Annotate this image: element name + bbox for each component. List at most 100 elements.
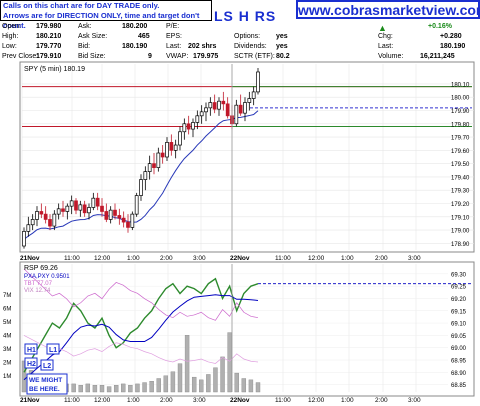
volume-bar-19 <box>156 378 161 393</box>
candle-body-9 <box>61 208 65 212</box>
l1-box <box>46 343 60 355</box>
main-xtick-5: 3:00 <box>193 255 206 262</box>
volume-bar-32 <box>248 379 254 393</box>
ask-value: 180.200 <box>122 23 148 30</box>
low-value: 179.770 <box>36 43 62 50</box>
high-value: 180.210 <box>36 33 62 40</box>
candle-body-52 <box>247 98 252 103</box>
volume-bar-0 <box>21 360 27 393</box>
candle-body-31 <box>156 152 161 168</box>
candle-body-21 <box>113 209 117 216</box>
quote-panel: Open: 179.980 High: 180.210 Low: 179.770… <box>0 22 480 62</box>
main-ytick-3: 179.80 <box>451 122 470 128</box>
we-might-label: WE MIGHT <box>29 377 62 384</box>
low-xtick-0: 21Nov <box>20 397 40 404</box>
volume-bar-31 <box>241 378 247 393</box>
low-ytick-8: 68.90 <box>451 371 467 377</box>
candle-body-44 <box>212 102 217 110</box>
volume-tick-5: 2M <box>3 361 11 367</box>
main-xtick-3: 1:00 <box>127 255 140 262</box>
volume-bar-21 <box>170 371 176 393</box>
bid-label: Bid: <box>78 43 91 50</box>
volume-bar-10 <box>92 385 98 393</box>
signals-label: LS H RS <box>214 8 277 24</box>
volume-bar-25 <box>199 379 204 393</box>
volume-bar-11 <box>99 385 105 393</box>
be-here-label: BE HERE. <box>29 386 60 393</box>
legend-vix: VIX 12.74 <box>24 288 51 294</box>
bid-size-label: Bid Size: <box>78 53 106 60</box>
main-xtick-11: 3:00 <box>408 255 421 262</box>
volume-tick-0: 7M <box>3 293 11 299</box>
main-chart-candles <box>22 67 260 249</box>
candle-body-10 <box>65 205 70 212</box>
main-ytick-10: 179.10 <box>451 215 470 221</box>
lower-chart-volume <box>21 332 261 393</box>
low-ytick-1: 69.25 <box>451 285 467 291</box>
volume-bar-27 <box>213 367 218 393</box>
volume-bar-29 <box>227 332 232 393</box>
candle-body-7 <box>52 213 57 227</box>
low-xtick-7: 11:00 <box>275 397 291 404</box>
candle-body-33 <box>165 142 169 158</box>
dividends-label: Dividends: <box>234 43 267 50</box>
volume-bar-33 <box>255 382 261 393</box>
last-value: 180.190 <box>440 43 466 50</box>
candle-body-4 <box>39 211 44 215</box>
l1-label: L1 <box>49 347 57 354</box>
rsp-line <box>23 277 259 373</box>
main-xtick-8: 12:00 <box>308 255 325 262</box>
h2-box <box>24 357 38 369</box>
candle-body-36 <box>178 131 182 146</box>
candle-body-8 <box>56 208 61 215</box>
main-chart-x-ticks: 21Nov 11:00 12:00 1:00 2:00 3:00 22Nov 11:00 12:… <box>20 64 421 262</box>
note-line-2: Arrows are for DIRECTION ONLY, time and … <box>3 11 200 30</box>
main-ytick-4: 179.70 <box>451 136 470 142</box>
lower-chart-grid <box>21 264 448 392</box>
candle-body-23 <box>121 217 126 223</box>
high-label: High: <box>2 33 19 40</box>
candle-body-13 <box>78 204 83 211</box>
volume-bar-12 <box>106 386 112 393</box>
main-xtick-10: 2:00 <box>375 255 388 262</box>
lower-chart-lines <box>23 268 472 381</box>
candle-body-53 <box>251 91 256 99</box>
main-xtick-1: 11:00 <box>64 255 80 262</box>
volume-bar-23 <box>184 335 190 393</box>
low-xtick-5: 3:00 <box>193 397 206 404</box>
low-xtick-3: 1:00 <box>127 397 140 404</box>
candle-body-50 <box>238 104 243 114</box>
candle-body-51 <box>243 102 247 114</box>
main-ytick-2: 179.90 <box>451 109 470 115</box>
candle-body-42 <box>204 107 208 113</box>
main-xtick-6: 22Nov <box>230 255 250 262</box>
low-ytick-7: 68.95 <box>451 359 467 365</box>
candle-body-22 <box>117 215 122 219</box>
low-ytick-2: 69.20 <box>451 297 467 303</box>
chg-label: Chg: <box>378 33 393 40</box>
vwap-value: 179.975 <box>193 53 219 60</box>
candle-body-46 <box>221 100 226 105</box>
h1-box <box>24 343 38 355</box>
ask-label: Ask: <box>78 23 92 30</box>
note-line-1: Calls on this chart are for DAY TRADE on… <box>3 1 160 10</box>
vwap-label: VWAP: <box>166 53 189 60</box>
eps-label: EPS: <box>166 33 182 40</box>
candle-body-2 <box>30 219 35 226</box>
candle-body-20 <box>108 209 113 220</box>
candle-body-47 <box>225 103 230 117</box>
volume-tick-1: 6M <box>3 307 11 313</box>
candle-body-35 <box>173 144 178 151</box>
lower-chart-x-ticks: 21Nov 11:00 12:00 1:00 2:00 3:00 22Nov 11:00 12:… <box>20 264 421 404</box>
up-arrow-icon: ▲ <box>378 23 387 33</box>
chg-value: +0.280 <box>440 33 462 40</box>
ask-size-value: 465 <box>138 33 150 40</box>
low-ytick-6: 69.00 <box>451 346 467 352</box>
main-chart-moving-average <box>23 110 259 240</box>
volume-label: Volume: <box>378 53 404 60</box>
website-banner[interactable]: www.cobrasmarketview.com <box>296 0 480 19</box>
candle-body-40 <box>195 115 200 123</box>
pxa-line <box>23 294 259 381</box>
day-trade-note: Calls on this chart are for DAY TRADE on… <box>0 0 212 30</box>
candle-body-11 <box>69 200 74 207</box>
